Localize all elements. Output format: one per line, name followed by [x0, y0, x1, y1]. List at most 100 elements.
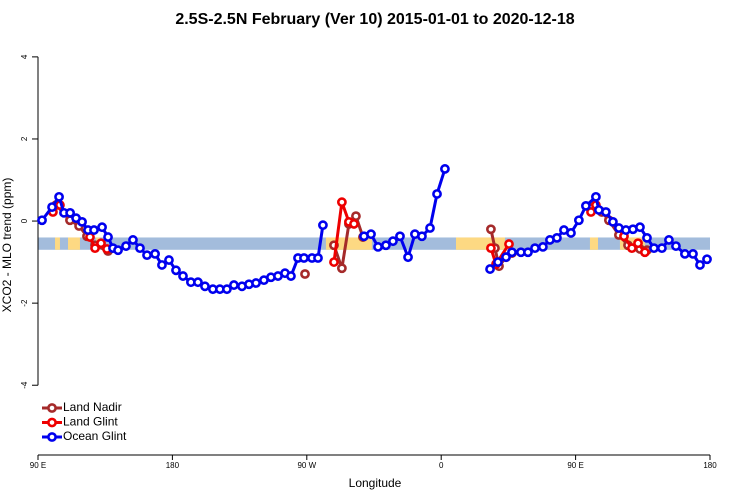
x-tick-label: 180	[166, 461, 180, 470]
legend-label: Land Glint	[63, 415, 118, 429]
point	[113, 245, 123, 256]
point	[336, 197, 347, 208]
point	[417, 231, 427, 242]
point	[608, 216, 618, 227]
series	[37, 164, 712, 295]
point	[688, 248, 698, 259]
point	[581, 200, 591, 211]
land-band	[68, 237, 80, 250]
point	[178, 271, 188, 281]
point	[128, 235, 138, 245]
point	[388, 236, 398, 247]
point	[286, 271, 296, 281]
legend-marker	[47, 403, 57, 413]
point	[313, 253, 323, 263]
x-tick-label: 180	[703, 461, 717, 470]
point	[65, 207, 76, 218]
point	[164, 255, 174, 265]
point	[90, 243, 100, 254]
point	[349, 219, 359, 229]
y-tick-label: 0	[20, 218, 29, 223]
point	[601, 207, 611, 217]
point	[395, 231, 405, 242]
point	[552, 232, 562, 243]
legend-label: Ocean Glint	[63, 429, 127, 443]
point	[222, 284, 232, 295]
point	[633, 238, 643, 249]
point	[229, 280, 239, 290]
point	[635, 222, 645, 233]
point	[135, 243, 145, 254]
point	[657, 243, 667, 254]
point	[671, 241, 681, 251]
point	[501, 252, 511, 263]
y-tick-label: -2	[20, 299, 29, 307]
point	[566, 228, 576, 238]
point	[537, 242, 548, 252]
point	[664, 235, 674, 245]
point	[89, 225, 99, 235]
point	[142, 250, 152, 261]
point	[486, 243, 496, 254]
point	[336, 263, 347, 274]
point	[150, 248, 160, 259]
x-tick-label: 0	[439, 461, 444, 470]
x-tick-label: 90 E	[567, 461, 583, 470]
point	[373, 242, 383, 252]
point	[251, 278, 261, 288]
point	[530, 243, 540, 254]
y-axis-label: XCO2 - MLO trend (ppm)	[0, 178, 14, 313]
point	[507, 247, 517, 258]
point	[329, 257, 339, 267]
point	[523, 247, 533, 258]
series-line	[40, 168, 708, 291]
point	[642, 232, 652, 243]
point	[504, 239, 514, 249]
point	[103, 232, 113, 242]
point	[680, 248, 690, 259]
chart-title: 2.5S-2.5N February (Ver 10) 2015-01-01 t…	[175, 11, 574, 28]
point	[96, 238, 106, 249]
legend-marker	[47, 432, 57, 442]
point	[37, 215, 47, 226]
point	[351, 211, 361, 222]
point	[299, 253, 309, 263]
point	[97, 222, 107, 233]
point	[47, 202, 57, 212]
point	[54, 191, 64, 202]
x-tick-label: 90 W	[297, 461, 316, 470]
point	[121, 241, 131, 251]
point	[485, 264, 495, 274]
legend-marker	[47, 417, 57, 428]
point	[486, 224, 496, 235]
land-band	[589, 237, 598, 250]
land-band	[55, 237, 60, 250]
point	[200, 281, 210, 292]
point	[649, 243, 659, 254]
point	[157, 260, 167, 270]
point	[425, 223, 435, 233]
x-tick-label: 90 E	[30, 461, 46, 470]
y-tick-label: -4	[20, 381, 29, 389]
point	[318, 220, 328, 231]
legend-label: Land Nadir	[63, 400, 122, 414]
point	[626, 243, 637, 254]
point	[591, 191, 601, 202]
point	[403, 252, 413, 263]
point	[440, 164, 450, 174]
point	[639, 247, 650, 258]
point	[432, 189, 442, 199]
point	[702, 254, 712, 265]
point	[77, 216, 87, 227]
point	[493, 257, 503, 267]
point	[695, 260, 705, 270]
x-axis-label: Longitude	[349, 476, 402, 490]
point	[300, 269, 310, 279]
point	[366, 229, 376, 240]
y-tick-label: 2	[20, 136, 29, 141]
point	[381, 240, 391, 251]
y-tick-label: 4	[20, 54, 29, 59]
point	[573, 215, 584, 226]
point	[171, 265, 181, 276]
